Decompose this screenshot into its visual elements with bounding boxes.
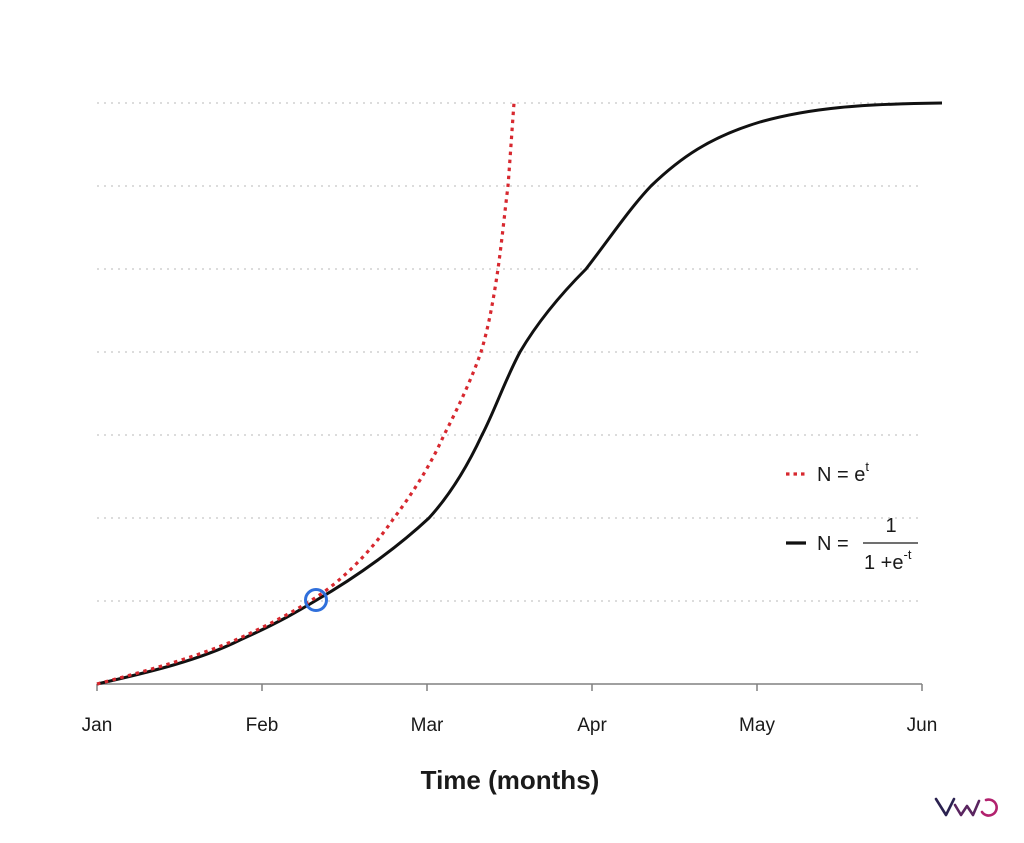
legend-logistic-denominator: 1 +e-t bbox=[864, 547, 912, 574]
x-tick-label-jan: Jan bbox=[82, 715, 113, 736]
x-tick-label-apr: Apr bbox=[577, 715, 607, 736]
divergence-marker bbox=[304, 588, 328, 612]
legend-logistic-numerator: 1 bbox=[885, 515, 896, 537]
x-axis bbox=[96, 683, 923, 691]
x-tick-label-mar: Mar bbox=[411, 715, 444, 736]
vwo-logo-o bbox=[980, 798, 998, 817]
legend: N = et N = 1 1 +e-t bbox=[786, 459, 918, 574]
vwo-logo-v bbox=[934, 797, 956, 817]
x-tick-label-jun: Jun bbox=[907, 715, 938, 736]
x-axis-title: Time (months) bbox=[421, 765, 600, 795]
legend-label-exponential: N = et bbox=[817, 459, 869, 486]
vwo-logo bbox=[934, 797, 998, 817]
gridlines bbox=[97, 102, 922, 602]
x-tick-label-may: May bbox=[739, 715, 775, 736]
legend-label-logistic-prefix: N = bbox=[817, 533, 849, 555]
vwo-logo-w bbox=[953, 799, 981, 817]
x-tick-label-feb: Feb bbox=[246, 715, 279, 736]
x-tick-labels: Jan Feb Mar Apr May Jun bbox=[82, 715, 938, 736]
logistic-curve bbox=[96, 101, 943, 686]
